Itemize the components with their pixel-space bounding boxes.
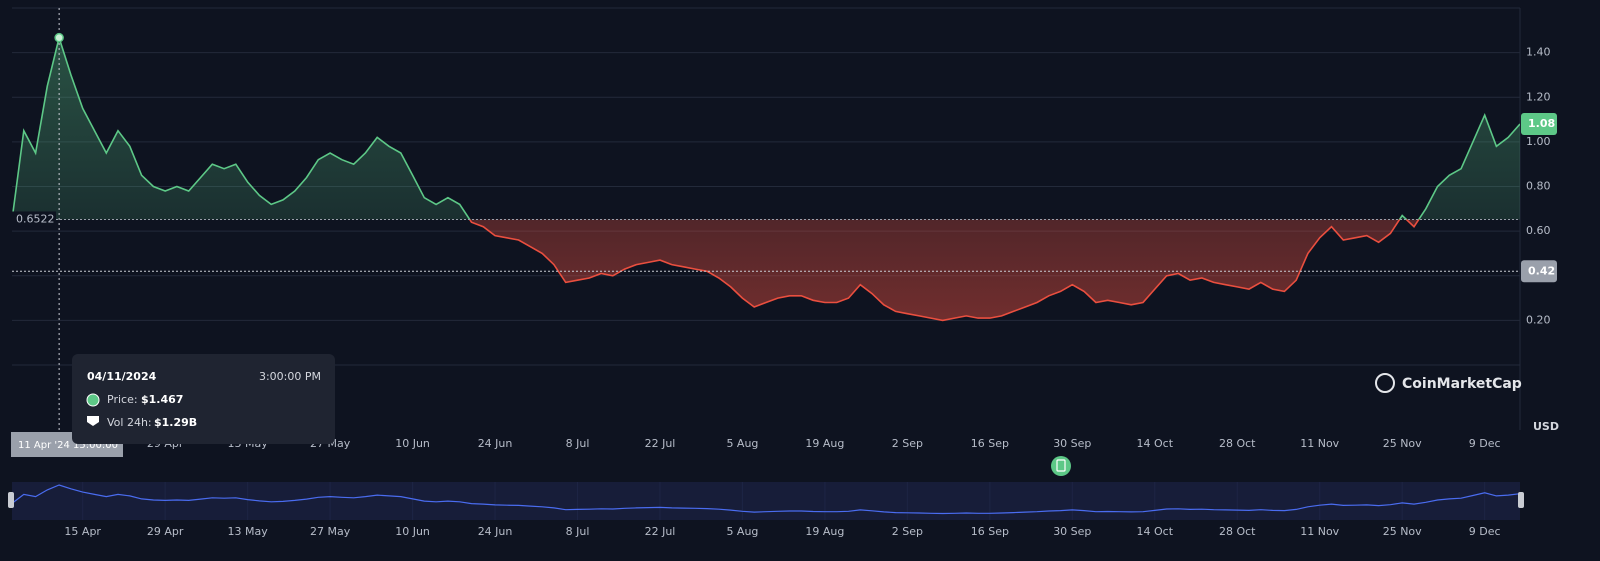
nav-x-tick-label: 8 Jul xyxy=(566,525,590,538)
area-down xyxy=(12,219,1520,321)
crosshair-label: 11 Apr '24 15:00:00 xyxy=(18,440,118,451)
baseline-label-bg xyxy=(12,211,56,227)
nav-x-tick-label: 10 Jun xyxy=(395,525,430,538)
tooltip-date: 04/11/2024 xyxy=(87,370,157,383)
price-line-up xyxy=(12,34,1520,220)
tooltip-price-dot xyxy=(86,393,100,407)
nav-x-tick-label: 9 Dec xyxy=(1469,525,1501,538)
brand-logo xyxy=(1375,373,1395,393)
nav-x-tick-label: 19 Aug xyxy=(805,525,844,538)
navigator-handle[interactable] xyxy=(8,492,14,508)
nav-x-tick-label: 22 Jul xyxy=(645,525,676,538)
current-price-label: 1.08 xyxy=(1528,117,1555,130)
x-tick-label: 25 Nov xyxy=(1383,437,1422,450)
brand-name: CoinMarketCap xyxy=(1402,376,1522,392)
y-tick-label: 1.40 xyxy=(1526,46,1551,59)
nav-x-tick-label: 27 May xyxy=(310,525,351,538)
x-tick-label: 30 Sep xyxy=(1053,437,1091,450)
nav-x-tick-label: 2 Sep xyxy=(892,525,923,538)
nav-x-tick-label: 29 Apr xyxy=(147,525,184,538)
tooltip-volume: $1.29B xyxy=(154,416,197,429)
x-tick-label: 14 Oct xyxy=(1137,437,1174,450)
x-tick-label: 8 Jul xyxy=(566,437,590,450)
tooltip-price: $1.467 xyxy=(141,393,183,406)
x-tick-label: 19 Aug xyxy=(805,437,844,450)
nav-x-tick-label: 16 Sep xyxy=(971,525,1009,538)
y-tick-label: 1.20 xyxy=(1526,90,1551,103)
navigator-handle[interactable] xyxy=(1518,492,1524,508)
price-level-label: 0.42 xyxy=(1528,264,1555,277)
navigator-bg xyxy=(12,482,1520,520)
tooltip-volume-label: Vol 24h: xyxy=(107,416,152,429)
x-tick-label: 9 Dec xyxy=(1469,437,1501,450)
x-tick-label: 16 Sep xyxy=(971,437,1009,450)
y-tick-label: 0.60 xyxy=(1526,224,1551,237)
currency-label: USD xyxy=(1533,420,1559,433)
nav-x-tick-label: 25 Nov xyxy=(1383,525,1422,538)
baseline-label: 0.6522 xyxy=(16,212,55,225)
price-level-badge xyxy=(1521,260,1557,283)
tooltip-time: 3:00:00 PM xyxy=(259,370,321,383)
x-tick-label: 5 Aug xyxy=(726,437,758,450)
nav-x-tick-label: 28 Oct xyxy=(1219,525,1256,538)
current-price-badge xyxy=(1521,113,1557,136)
tooltip-price-label: Price: xyxy=(107,393,138,406)
x-tick-label: 2 Sep xyxy=(892,437,923,450)
x-tick-label: 28 Oct xyxy=(1219,437,1256,450)
y-tick-label: 0.80 xyxy=(1526,180,1551,193)
nav-x-tick-label: 11 Nov xyxy=(1300,525,1339,538)
nav-x-tick-label: 30 Sep xyxy=(1053,525,1091,538)
price-line-down xyxy=(12,219,1420,322)
crosshair-dot xyxy=(54,32,64,43)
event-marker-icon xyxy=(1056,459,1066,472)
nav-x-tick-label: 5 Aug xyxy=(726,525,758,538)
area-up xyxy=(12,37,1520,220)
nav-x-tick-label: 14 Oct xyxy=(1137,525,1174,538)
y-tick-label: 1.00 xyxy=(1526,135,1551,148)
y-tick-label: 0.20 xyxy=(1526,313,1551,326)
x-tick-label: 10 Jun xyxy=(395,437,430,450)
tooltip-vol-icon xyxy=(87,416,99,426)
nav-x-tick-label: 15 Apr xyxy=(64,525,101,538)
nav-x-tick-label: 13 May xyxy=(228,525,269,538)
navigator-line xyxy=(11,484,1521,515)
event-marker[interactable] xyxy=(1051,456,1071,476)
x-tick-label: 22 Jul xyxy=(645,437,676,450)
nav-x-tick-label: 24 Jun xyxy=(478,525,513,538)
tooltip-bg xyxy=(72,354,335,444)
x-tick-label: 11 Nov xyxy=(1300,437,1339,450)
x-tick-label: 24 Jun xyxy=(478,437,513,450)
